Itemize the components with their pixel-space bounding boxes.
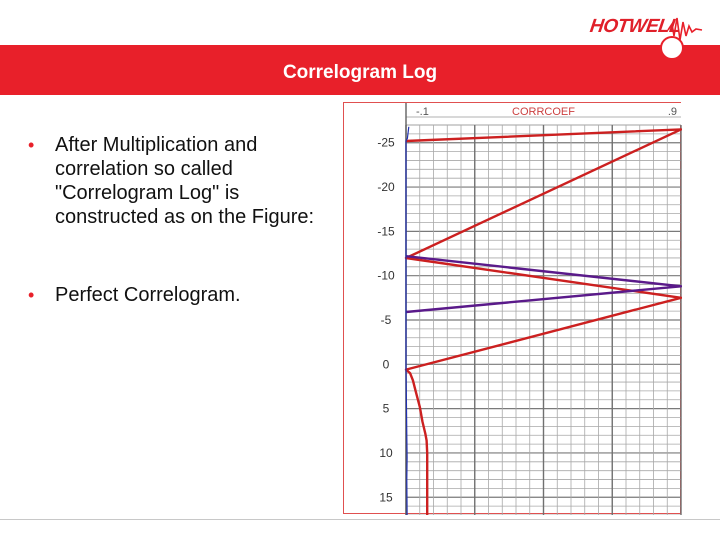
bullet-dot-icon: •: [28, 135, 35, 155]
bullet-dot-icon: •: [28, 285, 35, 305]
title-bar: Correlogram Log: [0, 45, 720, 95]
y-tick-label: -25: [377, 136, 395, 150]
chart-header: [406, 103, 681, 125]
y-tick-label: -5: [381, 313, 392, 327]
x-right-label: .9: [668, 106, 677, 118]
y-tick-label: -15: [377, 224, 395, 238]
bullet-text: After Multiplication and correlation so …: [55, 134, 315, 228]
bullet-list: • After Multiplication and correlation s…: [28, 133, 328, 307]
chart-canvas: -25 -20 -15 -10 -5 0 5 10 15 -.1 .9 CORRCOEF: [377, 103, 682, 515]
x-left-label: -.1: [416, 106, 429, 118]
correlogram-red-line: [404, 128, 682, 515]
y-tick-label: -10: [377, 269, 395, 283]
y-tick-label: -20: [377, 180, 395, 194]
slide-title: Correlogram Log: [282, 62, 438, 83]
correlogram-purple-line: [405, 255, 682, 314]
logo-wave-icon: [667, 17, 703, 41]
y-tick-label: 15: [379, 490, 393, 504]
bullet-item: • Perfect Correlogram.: [28, 283, 328, 307]
correlogram-blue-line: [405, 126, 410, 515]
brand-logo: HOTWELL: [588, 10, 710, 58]
correlogram-chart: -25 -20 -15 -10 -5 0 5 10 15 -.1 .9 CORRCOEF: [343, 102, 682, 515]
brand-name: HOTWELL: [588, 16, 682, 37]
y-tick-label: 0: [383, 357, 390, 371]
footer-divider: [0, 519, 720, 520]
logo-dot-icon: [660, 36, 684, 60]
bullet-item: • After Multiplication and correlation s…: [28, 133, 328, 229]
track-label: CORRCOEF: [512, 106, 575, 118]
bullet-text: Perfect Correlogram.: [55, 284, 241, 306]
y-tick-label: 10: [379, 446, 393, 460]
y-tick-label: 5: [383, 402, 390, 416]
